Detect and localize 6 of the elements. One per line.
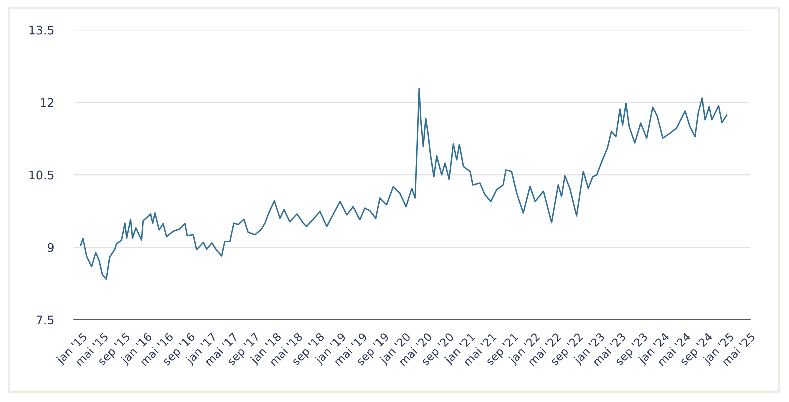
y-tick-label: 12	[40, 98, 54, 108]
y-tick-label: 10.5	[30, 170, 54, 180]
y-tick-label: 7.5	[36, 316, 54, 325]
y-tick-label: 9	[48, 243, 54, 252]
line-series	[80, 88, 728, 280]
y-tick-label: 13.5	[30, 26, 54, 35]
